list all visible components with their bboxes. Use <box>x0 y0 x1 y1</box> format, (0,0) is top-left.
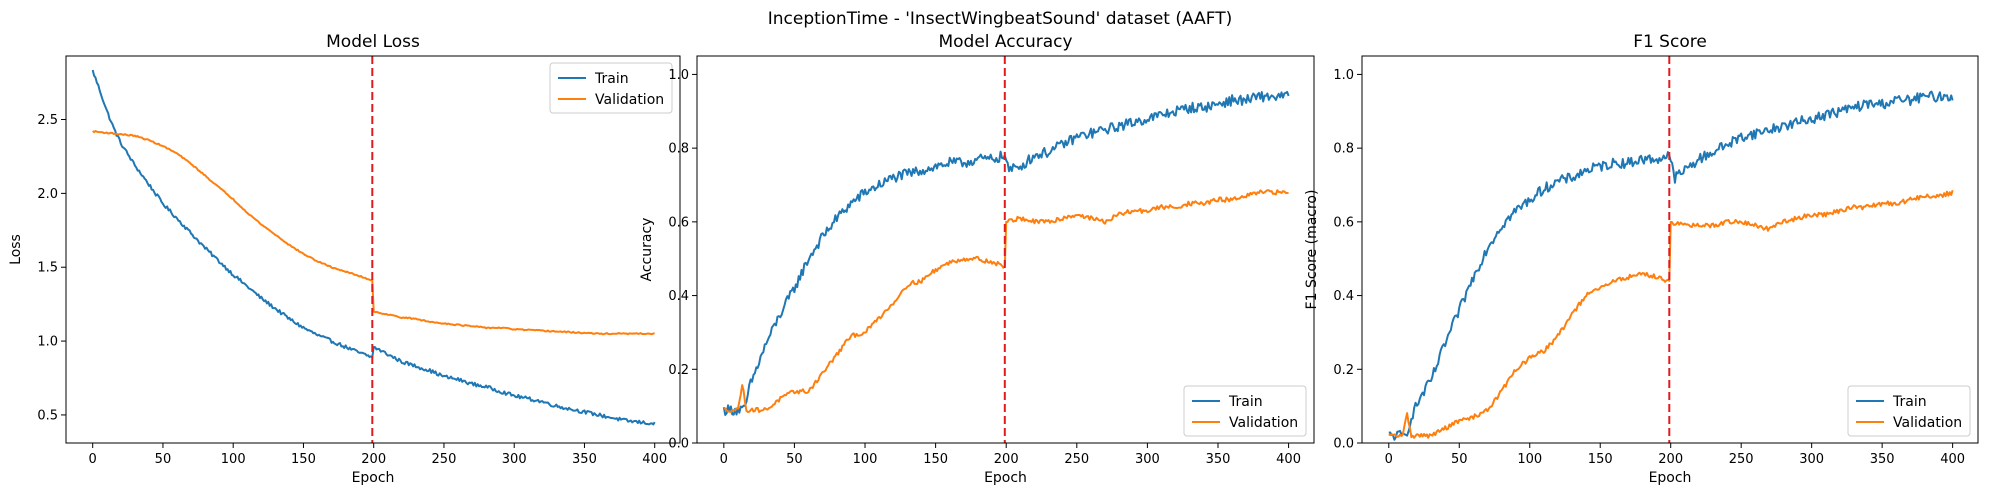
x-tick-label: 200 <box>994 452 1019 467</box>
y-axis-label: Accuracy <box>639 218 655 282</box>
y-tick-label: 0.5 <box>37 408 58 423</box>
x-tick-label: 300 <box>502 452 527 467</box>
y-tick-label: 1.0 <box>668 68 689 83</box>
y-tick-label: 0.6 <box>668 215 689 230</box>
x-tick-label: 250 <box>432 452 457 467</box>
legend: Train Validation <box>549 62 673 114</box>
legend-box <box>549 62 673 114</box>
legend-label: Validation <box>1893 415 1962 431</box>
plot-area <box>91 69 656 426</box>
x-tick-label: 250 <box>1064 452 1089 467</box>
x-axis-label: Epoch <box>352 470 395 486</box>
x-tick-label: 0 <box>89 452 97 467</box>
x-tick-label: 50 <box>786 452 803 467</box>
figure-title: InceptionTime - 'InsectWingbeatSound' da… <box>768 9 1233 29</box>
y-tick-label: 0.4 <box>668 289 689 304</box>
x-tick-label: 150 <box>923 452 948 467</box>
x-tick-label: 200 <box>361 452 386 467</box>
y-tick-label: 0.6 <box>1333 215 1354 230</box>
y-tick-label: 1.0 <box>1333 68 1354 83</box>
x-tick-label: 350 <box>1206 452 1231 467</box>
legend-label: Validation <box>1229 415 1298 431</box>
x-tick-label: 100 <box>1517 452 1542 467</box>
series-line-train <box>1388 90 1954 441</box>
x-tick-label: 0 <box>1385 452 1393 467</box>
chart-title: Model Accuracy <box>938 32 1072 52</box>
legend-label: Validation <box>595 92 664 108</box>
x-tick-label: 350 <box>1870 452 1895 467</box>
legend: Train Validation <box>1847 385 1971 437</box>
y-axis-label: Loss <box>8 234 24 265</box>
x-tick-label: 300 <box>1135 452 1160 467</box>
legend-box <box>1183 385 1307 437</box>
x-axis-label: Epoch <box>984 470 1027 486</box>
y-axis-label: F1 Score (macro) <box>1304 190 1320 310</box>
legend: Train Validation <box>1183 385 1307 437</box>
x-tick-label: 250 <box>1729 452 1754 467</box>
x-tick-label: 100 <box>853 452 878 467</box>
series-line-validation <box>1388 189 1954 439</box>
series-line-validation <box>92 130 655 336</box>
plot-area <box>1388 90 1954 441</box>
y-tick-label: 0.2 <box>668 363 689 378</box>
x-tick-label: 200 <box>1658 452 1683 467</box>
legend-box <box>1847 385 1971 437</box>
series-line-validation <box>723 189 1289 414</box>
y-tick-label: 0.0 <box>668 437 689 452</box>
plot-area <box>722 90 1290 416</box>
y-tick-label: 2.5 <box>37 113 58 128</box>
y-tick-label: 0.2 <box>1333 363 1354 378</box>
legend-label: Train <box>594 71 629 87</box>
axes-frame <box>1361 55 1979 444</box>
chart-title: Model Loss <box>326 32 420 52</box>
x-tick-label: 0 <box>720 452 728 467</box>
y-tick-label: 1.5 <box>37 261 58 276</box>
legend-label: Train <box>1228 394 1263 410</box>
x-tick-label: 400 <box>1940 452 1965 467</box>
y-tick-label: 0.0 <box>1333 437 1354 452</box>
chart-panel-3: F1 Score 0 50 100 150 200 250 300 350 400 0.0 0.2 0.… <box>1304 32 1979 486</box>
y-tick-label: 0.8 <box>1333 142 1354 157</box>
x-tick-label: 400 <box>1276 452 1301 467</box>
x-tick-label: 150 <box>1588 452 1613 467</box>
y-tick-label: 1.0 <box>37 335 58 350</box>
x-tick-label: 50 <box>1451 452 1468 467</box>
x-tick-label: 350 <box>572 452 597 467</box>
x-tick-label: 150 <box>291 452 316 467</box>
y-tick-label: 2.0 <box>37 187 58 202</box>
axes-frame <box>696 55 1315 444</box>
x-tick-label: 400 <box>642 452 667 467</box>
x-tick-label: 50 <box>155 452 172 467</box>
x-tick-label: 300 <box>1799 452 1824 467</box>
chart-title: F1 Score <box>1633 32 1707 52</box>
x-tick-label: 100 <box>221 452 246 467</box>
series-line-train <box>91 69 656 426</box>
x-axis-label: Epoch <box>1649 470 1692 486</box>
series-line-train <box>722 90 1290 416</box>
y-tick-label: 0.4 <box>1333 289 1354 304</box>
axes-frame <box>65 55 681 444</box>
legend-label: Train <box>1892 394 1927 410</box>
chart-panel-1: Model Loss 0 50 100 150 200 250 300 350 400 0.5 1.0… <box>8 32 681 486</box>
y-tick-label: 0.8 <box>668 142 689 157</box>
